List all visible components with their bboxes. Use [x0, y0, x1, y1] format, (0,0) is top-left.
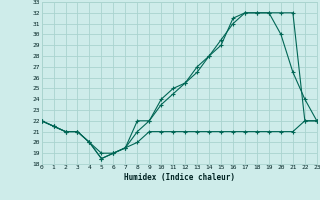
X-axis label: Humidex (Indice chaleur): Humidex (Indice chaleur): [124, 173, 235, 182]
